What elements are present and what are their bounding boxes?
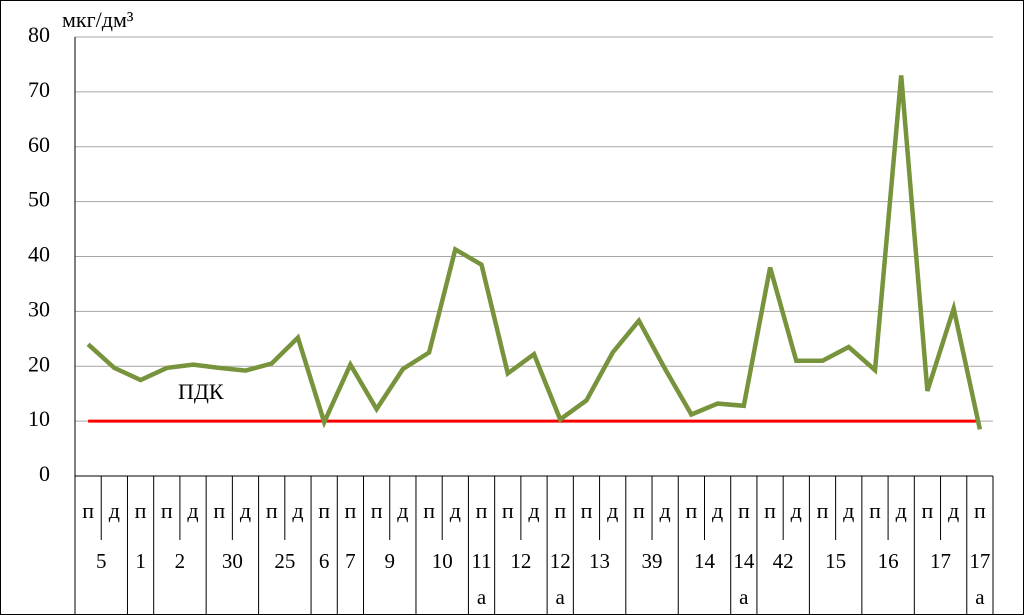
group-label: 15 [825,549,847,573]
group-label: 12а [549,549,571,609]
group-label: 9 [384,549,395,573]
x-tick-label: п [476,498,488,523]
y-tick-label: 80 [28,22,50,47]
x-tick-label: п [213,498,225,523]
y-tick-label: 20 [28,351,50,376]
x-tick-label: д [240,498,251,523]
x-tick-label: п [685,498,697,523]
x-tick-label: п [266,498,278,523]
x-tick-label: п [135,498,147,523]
group-label: 17а [969,549,991,609]
x-tick-label: п [633,498,645,523]
x-tick-label: д [450,498,461,523]
x-tick-label: д [791,498,802,523]
x-tick-label: п [869,498,881,523]
series-label: ПДК [178,379,224,404]
x-tick-label: д [528,498,539,523]
x-tick-label: п [764,498,776,523]
group-label: 25 [274,549,296,573]
x-tick-label: п [318,498,330,523]
group-label: 16 [877,549,899,573]
y-axis-label: мкг/дм³ [62,7,134,32]
x-tick-label: д [397,498,408,523]
x-tick-label: п [817,498,829,523]
group-label: 17 [930,549,952,573]
group-label: 14а [733,549,755,609]
x-tick-label: д [896,498,907,523]
group-label: 2 [174,549,186,573]
y-tick-label: 70 [28,77,50,102]
y-tick-label: 50 [28,187,50,212]
series-line [86,75,983,430]
group-label: 7 [345,549,356,573]
group-label: 6 [318,549,330,573]
x-tick-label: д [660,498,671,523]
y-tick-label: 60 [28,132,50,157]
group-label: 14 [693,549,715,573]
group-label: 11а [471,549,492,609]
x-tick-label: п [922,498,934,523]
group-label: 1 [135,549,146,573]
x-tick-label: д [712,498,723,523]
x-tick-label: д [843,498,854,523]
x-tick-label: д [292,498,303,523]
x-tick-label: п [82,498,94,523]
x-tick-label: п [554,498,566,523]
x-tick-label: д [607,498,618,523]
x-tick-label: д [109,498,120,523]
x-tick-label: д [187,498,198,523]
x-tick-label: п [161,498,173,523]
group-label: 10 [431,549,453,573]
x-tick-label: п [581,498,593,523]
x-tick-label: п [423,498,435,523]
group-label: 13 [589,549,611,573]
x-tick-label: д [948,498,959,523]
x-tick-label: п [371,498,383,523]
x-tick-label: п [345,498,357,523]
y-tick-label: 40 [28,242,50,267]
y-tick-label: 30 [28,296,50,321]
x-tick-label: п [738,498,750,523]
y-tick-label: 10 [28,406,50,431]
y-tick-label: 0 [39,461,50,486]
group-label: 39 [641,549,663,573]
group-label: 30 [221,549,243,573]
x-tick-label: п [502,498,514,523]
group-label: 42 [772,549,794,573]
group-label: 12 [510,549,532,573]
x-tick-label: п [974,498,986,523]
group-label: 5 [95,549,107,573]
